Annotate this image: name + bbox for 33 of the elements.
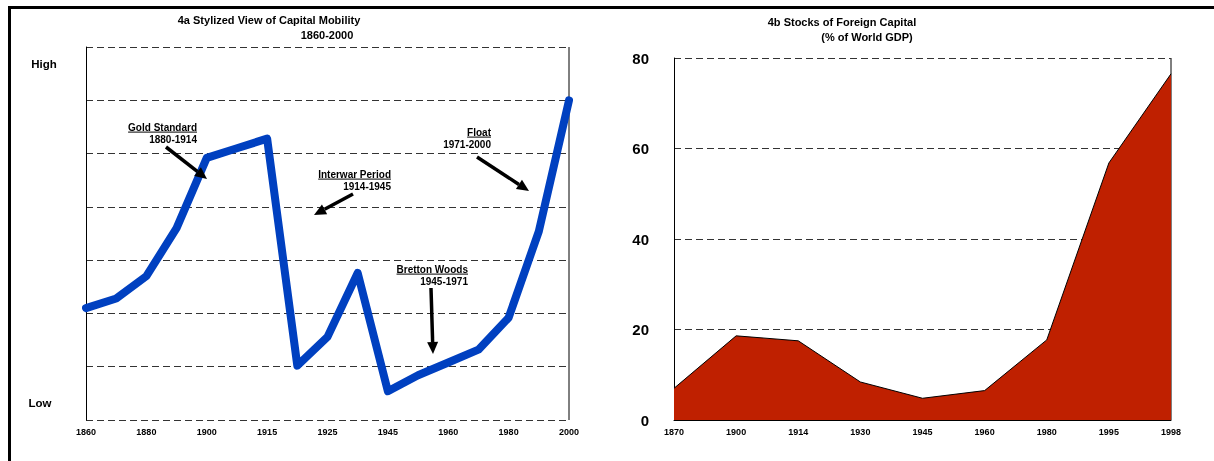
x-tick-label: 1915 <box>257 426 278 437</box>
x-tick-label: 1998 <box>1160 426 1182 437</box>
annotation: Gold Standard 1880-1914 <box>128 121 198 146</box>
y-tick-label: 60 <box>632 140 649 157</box>
x-tick-label: 1960 <box>974 426 995 437</box>
x-tick-label: 1945 <box>377 426 398 437</box>
annotation: Interwar Period 1914-1945 <box>318 168 392 193</box>
chart-subtitle: (% of World GDP) <box>821 31 914 43</box>
annotation: Float 1971-2000 <box>443 126 492 151</box>
x-tick-label: 1930 <box>850 426 871 437</box>
x-tick-label: 1925 <box>317 426 338 437</box>
x-tick-label: 1880 <box>136 426 157 437</box>
x-tick-label: 1900 <box>726 426 747 437</box>
text: High <box>31 58 57 71</box>
y-tick-label: 80 <box>632 49 649 67</box>
x-tick-label: 1900 <box>196 426 217 437</box>
x-tick-label: 1960 <box>438 426 459 437</box>
text: Low <box>28 397 52 410</box>
x-tick-label: 1914 <box>788 426 809 437</box>
x-tick-label: 1980 <box>498 426 519 437</box>
y-tick-label: 0 <box>640 411 649 429</box>
x-tick-label: 2000 <box>558 426 580 437</box>
x-tick-label: 1980 <box>1036 426 1057 437</box>
annotation: Bretton Woods 1945-1971 <box>396 263 469 288</box>
x-tick-label: 1870 <box>663 426 685 437</box>
y-tick-label: 40 <box>632 230 649 248</box>
y-tick-label: 20 <box>632 321 649 338</box>
x-tick-label: 1945 <box>912 426 933 437</box>
chart-title: 4a Stylized View of Capital Mobility <box>177 14 362 26</box>
x-tick-label: 1995 <box>1098 426 1119 437</box>
x-tick-label: 1860 <box>75 426 97 437</box>
chart-subtitle: 1860-2000 <box>300 29 354 41</box>
chart-title: 4b Stocks of Foreign Capital <box>767 16 917 28</box>
